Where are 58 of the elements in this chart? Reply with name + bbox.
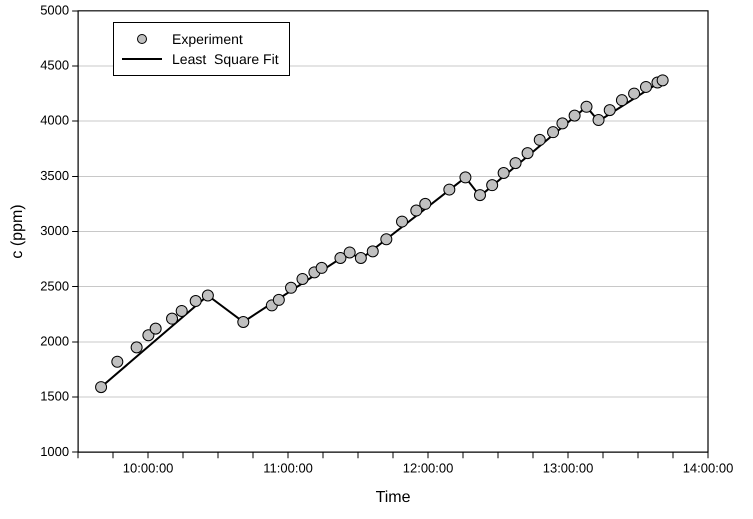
- point: [510, 157, 522, 170]
- y-tick-label: 5000: [40, 2, 70, 18]
- point: [547, 126, 560, 138]
- point: [628, 88, 640, 100]
- point: [344, 246, 356, 258]
- point: [272, 294, 285, 306]
- point: [580, 100, 593, 113]
- point: [380, 233, 392, 246]
- point: [656, 74, 669, 86]
- point: [396, 216, 408, 228]
- point: [354, 252, 367, 264]
- x-tick-label: 10:00:00: [122, 460, 174, 476]
- point: [592, 114, 605, 126]
- y-tick-label: 1000: [40, 444, 70, 459]
- point: [150, 322, 162, 335]
- x-tick-label: 14:00:00: [682, 460, 734, 476]
- point: [419, 198, 432, 210]
- point: [111, 356, 124, 368]
- y-tick-label: 3000: [40, 223, 70, 238]
- point: [443, 184, 456, 196]
- point: [237, 316, 250, 328]
- point: [486, 179, 498, 192]
- point: [474, 189, 486, 202]
- y-tick-label: 1500: [40, 388, 70, 404]
- y-axis-title: c (ppm): [9, 204, 26, 259]
- y-tick-label: 4500: [40, 58, 70, 73]
- point: [616, 94, 628, 106]
- point: [568, 110, 581, 122]
- point: [166, 312, 178, 325]
- point: [640, 80, 652, 93]
- point: [95, 381, 108, 394]
- point: [459, 171, 472, 184]
- x-axis-title: Time: [376, 488, 411, 506]
- point: [316, 262, 328, 274]
- point: [556, 117, 568, 130]
- point: [522, 147, 534, 160]
- point: [142, 329, 154, 342]
- point: [410, 204, 422, 217]
- point: [176, 304, 188, 317]
- point: [285, 282, 298, 294]
- legend-label: Experiment: [172, 31, 243, 47]
- point: [604, 104, 616, 116]
- legend-label: Least Square Fit: [172, 51, 279, 67]
- point: [334, 252, 346, 264]
- y-tick-label: 2000: [40, 333, 70, 348]
- point: [130, 341, 143, 354]
- x-tick-label: 13:00:00: [542, 460, 594, 476]
- point: [534, 134, 546, 146]
- point: [366, 245, 379, 258]
- point: [202, 290, 214, 302]
- point: [190, 295, 202, 308]
- point: [498, 167, 510, 180]
- y-tick-label: 4000: [40, 112, 70, 128]
- y-tick-label: 3500: [40, 168, 70, 183]
- x-tick-label: 11:00:00: [263, 460, 313, 476]
- x-tick-label: 12:00:00: [402, 460, 454, 476]
- point: [296, 272, 308, 285]
- y-tick-label: 2500: [40, 278, 70, 294]
